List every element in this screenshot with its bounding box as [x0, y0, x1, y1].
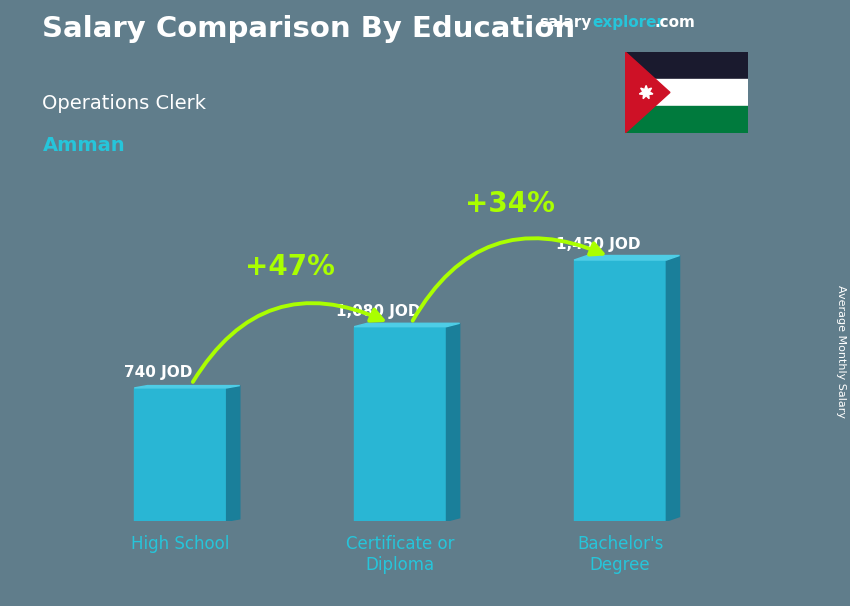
Polygon shape	[354, 323, 460, 327]
Text: +47%: +47%	[246, 253, 335, 281]
Bar	[134, 388, 227, 521]
Bar	[625, 52, 748, 79]
Text: Average Monthly Salary: Average Monthly Salary	[836, 285, 846, 418]
Text: 1,450 JOD: 1,450 JOD	[556, 237, 640, 252]
Text: explorer: explorer	[592, 15, 665, 30]
Polygon shape	[227, 385, 240, 521]
Text: .com: .com	[654, 15, 695, 30]
Polygon shape	[666, 256, 679, 521]
Text: Operations Clerk: Operations Clerk	[42, 94, 207, 113]
Bar	[354, 327, 446, 521]
Bar	[574, 260, 666, 521]
Polygon shape	[574, 256, 679, 260]
Text: 1,080 JOD: 1,080 JOD	[336, 304, 421, 319]
Text: Salary Comparison By Education: Salary Comparison By Education	[42, 15, 575, 43]
Text: +34%: +34%	[465, 190, 555, 218]
Bar	[625, 106, 748, 133]
Text: Amman: Amman	[42, 136, 125, 155]
Polygon shape	[446, 323, 460, 521]
Polygon shape	[639, 85, 653, 99]
Polygon shape	[625, 52, 670, 133]
Bar	[625, 79, 748, 106]
Text: salary: salary	[540, 15, 592, 30]
Text: 740 JOD: 740 JOD	[124, 365, 193, 380]
Polygon shape	[134, 385, 240, 388]
